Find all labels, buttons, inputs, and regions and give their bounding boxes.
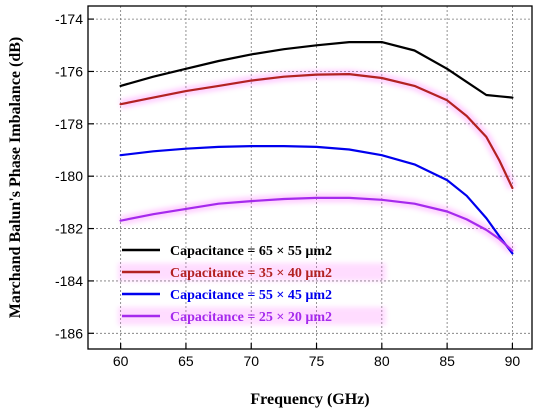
legend-highlight <box>118 263 386 281</box>
plot-frame <box>87 5 533 350</box>
legend-label: Capacitance = 65 × 55 µm2 <box>170 244 332 259</box>
y-tick-label: -182 <box>55 221 83 237</box>
legend: Capacitance = 65 × 55 µm2 Capacitance = 3… <box>118 244 386 325</box>
y-tick-label: -176 <box>55 63 83 79</box>
legend-label: Capacitance = 25 × 20 µm2 <box>170 310 332 325</box>
x-tick-label: 65 <box>178 353 194 369</box>
series-4-line <box>119 196 514 252</box>
x-axis-title: Frequency (GHz) <box>250 391 369 408</box>
x-tick-label: 80 <box>374 353 390 369</box>
legend-label: Capacitance = 35 × 40 µm2 <box>170 266 332 281</box>
x-tick-label: 85 <box>439 353 455 369</box>
y-tick-label: -186 <box>55 325 83 341</box>
x-tick-label: 70 <box>243 353 259 369</box>
x-tick-label: 90 <box>505 353 521 369</box>
axis-ticks: 60 65 70 75 80 85 90 -174 -176 -178 -180 -182 -184 -1… <box>55 11 520 369</box>
x-tick-label: 60 <box>113 353 129 369</box>
y-tick-label: -178 <box>55 116 83 132</box>
legend-highlight <box>118 307 386 325</box>
series-lines <box>119 40 514 255</box>
series-1-line <box>119 40 514 99</box>
y-tick-label: -184 <box>55 273 83 289</box>
y-tick-label: -180 <box>55 168 83 184</box>
series-2-line <box>119 72 514 190</box>
series-3-line <box>119 145 514 255</box>
legend-label: Capacitance = 55 × 45 µm2 <box>170 288 332 303</box>
x-tick-label: 75 <box>309 353 325 369</box>
y-tick-label: -174 <box>55 11 83 27</box>
y-axis-title: Marchand Balun's Phase Imbalance (dB) <box>7 37 24 319</box>
